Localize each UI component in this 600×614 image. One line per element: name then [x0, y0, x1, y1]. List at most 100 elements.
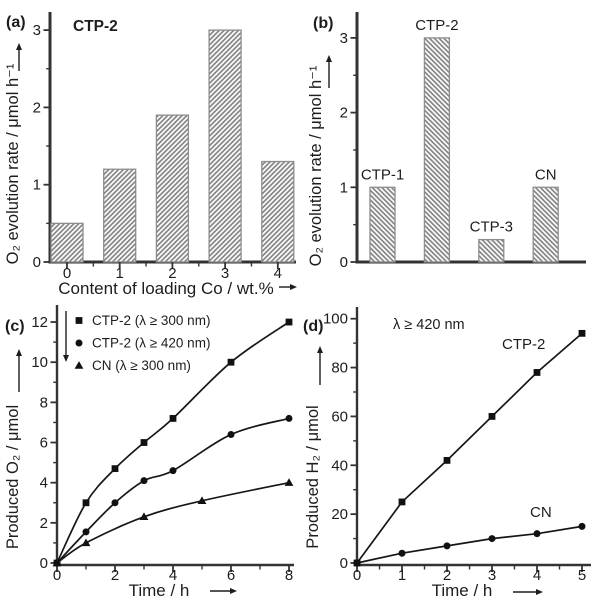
y-axis-arrow-head [16, 43, 22, 50]
data-point-square [533, 369, 541, 376]
y-tick-label: 2 [340, 105, 348, 122]
data-point-square [443, 456, 451, 464]
data-point-circle [285, 414, 293, 422]
data-point-square [578, 329, 586, 337]
data-point-triangle [197, 496, 207, 504]
x-tick-label: 6 [227, 567, 235, 584]
legend-label: CTP-2 (λ ≥ 420 nm) [92, 336, 210, 351]
bar-CTP-2 [423, 37, 451, 263]
annotation: λ ≥ 420 nm [393, 317, 465, 333]
x-tick-label: 3 [488, 567, 496, 584]
bar-label: CTP-3 [470, 219, 513, 236]
y-tick-label: 0 [340, 254, 348, 271]
y-tick-label: 20 [331, 506, 348, 523]
legend-label: CN (λ ≥ 300 nm) [92, 358, 191, 373]
data-point-circle [82, 528, 90, 536]
data-point-circle [398, 549, 406, 557]
data-point-square [285, 318, 293, 326]
x-axis-title: Content of loading Co / wt.% [58, 279, 273, 298]
y-tick-label: 12 [31, 314, 48, 331]
data-point-square [488, 413, 496, 420]
x-tick-label: 8 [285, 567, 293, 584]
y-tick-label: 100 [323, 311, 348, 328]
legend-down-arrow-head [63, 355, 69, 362]
bar-CN [532, 186, 559, 263]
x-tick-label: 1 [398, 567, 406, 584]
x-tick-label: 2 [111, 567, 119, 584]
data-point-square [82, 499, 90, 507]
x-axis-arrow-head [536, 589, 543, 595]
y-tick-label: 8 [40, 394, 48, 411]
data-point-circle [443, 542, 451, 550]
legend-marker-square [75, 317, 83, 324]
data-point-triangle [284, 478, 294, 486]
data-point-square [111, 465, 119, 473]
series-curve-0 [356, 332, 583, 564]
x-axis-title: Time / h [432, 581, 493, 600]
y-tick-label: 3 [340, 30, 348, 47]
data-point-circle [227, 430, 235, 438]
panel-letter: (d) [303, 318, 323, 335]
bar-2 [155, 114, 190, 263]
x-tick-label: 0 [353, 567, 361, 584]
x-tick-label: 2 [168, 265, 176, 282]
y-axis-title: O₂ evolution rate / μmol h⁻¹ [4, 63, 22, 264]
legend-marker-circle [75, 339, 83, 347]
bar-CTP-3 [478, 238, 505, 263]
x-tick-label: 2 [443, 567, 451, 584]
y-tick-label: 1 [340, 179, 348, 196]
data-point-square [227, 358, 235, 366]
panel-letter: (c) [5, 318, 25, 335]
data-point-square [140, 439, 148, 446]
x-tick-label: 1 [116, 265, 124, 282]
panel-b-chart: 0 1 2 3 CTP-1 CTP-2 CTP-3 CN (b) O₂ evolution rat… [307, 12, 586, 271]
series-curve-1 [356, 525, 583, 564]
bar-label: CTP-1 [361, 166, 404, 183]
legend-marker-triangle [74, 361, 84, 369]
x-axis-title: Time / h [129, 581, 190, 600]
y-tick-label: 40 [331, 457, 348, 474]
x-tick-label: 4 [533, 567, 541, 584]
bar-label: CTP-2 [415, 17, 458, 34]
panel-letter: (b) [313, 15, 333, 32]
data-point-square [169, 415, 177, 422]
bar-label: CN [535, 166, 557, 183]
data-point-triangle [52, 558, 62, 567]
y-tick-label: 6 [40, 435, 48, 452]
series-label: CTP-2 [502, 336, 545, 353]
y-tick-label: 4 [40, 475, 48, 492]
data-point-square [398, 498, 406, 506]
y-tick-label: 1 [33, 177, 41, 194]
data-point-circle [578, 522, 586, 530]
y-tick-label: 80 [331, 360, 348, 377]
panel-d-chart: 0 20 40 60 80 100 0 1 2 3 4 5 CTP-2 CN Time / h λ ≥ 420… [303, 307, 591, 600]
x-tick-label: 5 [578, 567, 586, 584]
x-tick-label: 3 [221, 265, 229, 282]
x-axis-arrow-head [230, 588, 237, 594]
x-axis-arrow-head [290, 284, 297, 290]
legend-label: CTP-2 (λ ≥ 300 nm) [92, 313, 210, 328]
bar-1 [103, 168, 137, 263]
y-tick-label: 3 [33, 22, 41, 39]
bar-3 [208, 29, 242, 263]
y-axis-title: Produced H₂ / μmol [304, 405, 322, 548]
y-axis-title: O₂ evolution rate / μmol h⁻¹ [307, 65, 325, 266]
bar-4 [261, 160, 295, 263]
panel-c-chart: 0 2 4 6 8 10 12 0 2 4 6 8 CTP-2 (λ ≥ 300 nm) CTP-2 (λ… [4, 305, 294, 600]
y-axis-arrow-head [317, 346, 323, 353]
y-tick-label: 0 [40, 555, 48, 572]
y-tick-label: 2 [33, 99, 41, 116]
panel-letter: (a) [6, 14, 26, 31]
x-tick-label: 0 [63, 265, 71, 282]
y-tick-label: 0 [33, 254, 41, 271]
y-tick-label: 2 [40, 515, 48, 532]
annotation: CTP-2 [73, 18, 118, 35]
y-tick-label: 60 [331, 408, 348, 425]
data-point-circle [140, 477, 148, 485]
data-point-circle [111, 499, 119, 507]
series-curve-1 [56, 417, 290, 564]
data-point-triangle [81, 538, 91, 547]
y-axis-arrow-head [326, 55, 332, 62]
